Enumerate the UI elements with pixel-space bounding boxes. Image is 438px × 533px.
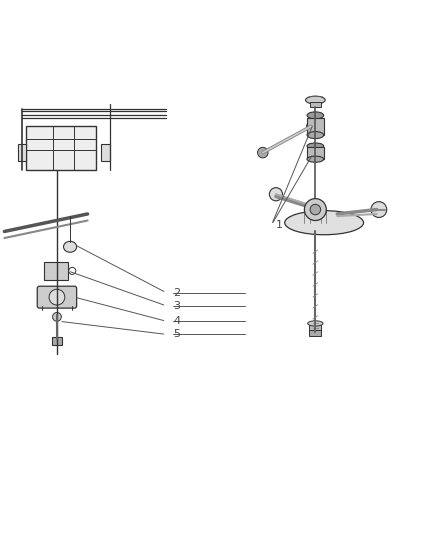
Circle shape (258, 147, 268, 158)
Circle shape (69, 268, 76, 274)
FancyBboxPatch shape (309, 330, 321, 336)
Ellipse shape (64, 241, 77, 252)
FancyBboxPatch shape (307, 147, 324, 159)
Ellipse shape (307, 321, 323, 326)
FancyBboxPatch shape (18, 144, 26, 161)
Ellipse shape (305, 96, 325, 104)
FancyBboxPatch shape (37, 286, 77, 308)
Circle shape (371, 201, 387, 217)
Circle shape (269, 188, 283, 201)
Ellipse shape (307, 156, 324, 162)
Text: 1: 1 (276, 220, 283, 230)
Ellipse shape (307, 112, 324, 119)
Circle shape (304, 199, 326, 221)
Circle shape (53, 312, 61, 321)
Ellipse shape (285, 211, 364, 235)
FancyBboxPatch shape (310, 102, 321, 107)
FancyBboxPatch shape (52, 337, 62, 345)
Circle shape (310, 204, 321, 215)
Text: 3: 3 (173, 301, 180, 311)
FancyBboxPatch shape (309, 324, 321, 330)
Text: 2: 2 (173, 288, 180, 298)
FancyBboxPatch shape (26, 126, 96, 170)
Ellipse shape (307, 132, 324, 139)
Text: 4: 4 (173, 316, 180, 326)
FancyBboxPatch shape (307, 118, 324, 135)
Text: 5: 5 (173, 329, 180, 340)
FancyBboxPatch shape (101, 144, 110, 161)
Circle shape (307, 122, 315, 131)
FancyBboxPatch shape (44, 262, 68, 280)
Circle shape (49, 289, 65, 305)
Ellipse shape (307, 143, 324, 149)
